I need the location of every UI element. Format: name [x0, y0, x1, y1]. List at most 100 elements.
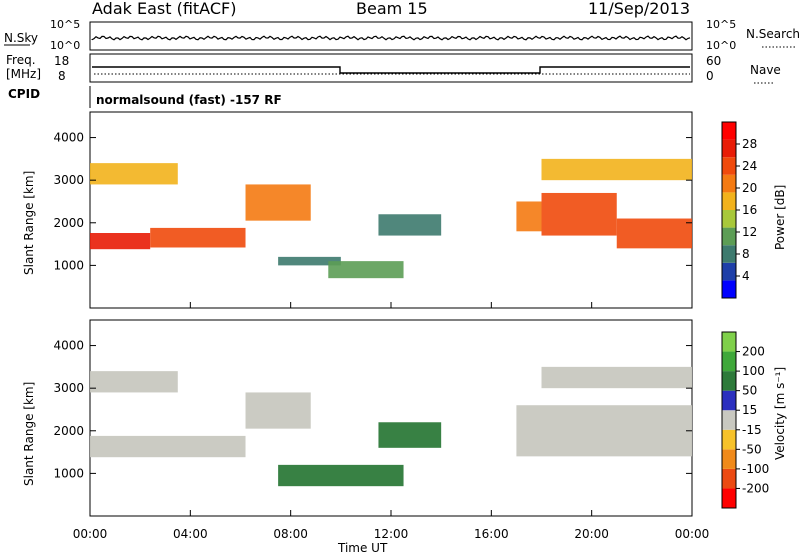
power-colorbar-ticks: 4 8 12 16 20 24 28 [736, 137, 757, 283]
time-tick-label-5: 20:00 [574, 527, 609, 541]
power-ytick-tick-label-0: 1000 [53, 258, 84, 272]
velocity-colorbar-swatch-5 [722, 390, 736, 411]
velocity-ytick-tick-label-2: 3000 [53, 381, 84, 395]
power-colorbar [721, 121, 737, 299]
time-tick-label-6: 00:00 [675, 527, 710, 541]
velocity-band-2 [90, 371, 178, 393]
power-colorbar-tick-label-6: 28 [742, 137, 757, 151]
time-tick-label-4: 16:00 [474, 527, 509, 541]
nsearch-label: N.Search [746, 27, 800, 41]
cpid-panel: CPID normalsound (fast) -157 RF [8, 86, 282, 108]
velocity-bands [90, 366, 692, 487]
velocity-colorbar-swatch-6 [722, 371, 736, 391]
power-colorbar-swatch-9 [722, 122, 736, 140]
date-label: 11/Sep/2013 [588, 0, 690, 18]
power-band-7 [516, 201, 542, 232]
time-tick-label-0: 00:00 [73, 527, 108, 541]
nsearch-tick-top: 10^5 [706, 18, 736, 31]
power-colorbar-swatch-1 [722, 262, 736, 281]
power-colorbar-swatch-2 [722, 245, 736, 263]
power-band-2 [245, 184, 311, 221]
beam-label: Beam 15 [356, 0, 428, 18]
nsky-label: N.Sky [4, 31, 38, 45]
time-tick-label-3: 12:00 [374, 527, 409, 541]
power-band-3 [90, 163, 178, 185]
power-ytick-tick-label-3: 4000 [53, 131, 84, 145]
velocity-ytick-tick-label-0: 1000 [53, 466, 84, 480]
velocity-band-3 [278, 464, 404, 487]
power-colorbar-label: Power [dB] [773, 185, 787, 250]
velocity-colorbar-tick-label-5: 50 [742, 384, 757, 398]
power-colorbar-tick-label-2: 12 [742, 225, 757, 239]
freq-tick-top: 18 [54, 54, 69, 68]
power-colorbar-swatch-8 [722, 139, 736, 158]
freq-trace [92, 66, 690, 74]
power-colorbar-tick-label-3: 16 [742, 203, 757, 217]
freq-panel: Freq. [MHz] 18 8 60 0 Nave [6, 53, 781, 84]
power-band-1 [150, 227, 246, 248]
power-band-6 [378, 214, 442, 236]
velocity-colorbar-swatch-2 [722, 449, 736, 469]
velocity-band-5 [516, 405, 692, 457]
power-ytick-tick-label-2: 3000 [53, 173, 84, 187]
power-colorbar-swatch-3 [722, 227, 736, 246]
time-tick-label-1: 04:00 [173, 527, 208, 541]
velocity-colorbar-tick-label-4: 15 [742, 403, 757, 417]
velocity-colorbar-swatch-7 [722, 351, 736, 372]
noise-panel-frame [89, 21, 693, 51]
power-band-8 [541, 192, 617, 236]
velocity-colorbar-tick-label-3: -15 [742, 423, 762, 437]
velocity-ylabel: Slant Range [km] [22, 382, 36, 486]
power-colorbar-swatch-6 [722, 174, 736, 193]
cpid-text: normalsound (fast) -157 RF [96, 93, 282, 107]
power-colorbar-swatch-4 [722, 210, 736, 228]
nsearch-tick-bottom: 10^0 [706, 39, 736, 52]
cpid-label: CPID [8, 87, 40, 101]
power-colorbar-tick-label-4: 20 [742, 181, 757, 195]
velocity-colorbar [721, 331, 737, 509]
time-tick-label-2: 08:00 [273, 527, 308, 541]
velocity-colorbar-frame [721, 331, 737, 509]
velocity-band-4 [378, 422, 442, 448]
freq-label-line2: [MHz] [6, 67, 41, 81]
velocity-colorbar-swatch-3 [722, 429, 736, 450]
power-colorbar-tick-label-5: 24 [742, 159, 757, 173]
velocity-band-1 [245, 392, 311, 429]
freq-panel-frame [89, 53, 693, 83]
noise-trace [91, 35, 691, 41]
velocity-colorbar-tick-label-0: -200 [742, 481, 769, 495]
power-ytick-tick-label-1: 2000 [53, 216, 84, 230]
power-yticks: 1000 2000 3000 4000 [53, 131, 692, 272]
velocity-colorbar-tick-label-1: -100 [742, 462, 769, 476]
power-colorbar-swatch-7 [722, 157, 736, 175]
power-colorbar-tick-label-0: 4 [742, 269, 750, 283]
velocity-colorbar-swatch-8 [722, 332, 736, 352]
nsky-tick-bottom: 10^0 [50, 39, 80, 52]
velocity-colorbar-swatch-1 [722, 468, 736, 489]
time-axis-ticks: 00:00 04:00 08:00 12:00 16:00 20:00 00:00 [73, 302, 710, 541]
power-band-4 [278, 256, 341, 266]
velocity-yticks: 1000 2000 3000 4000 [53, 339, 692, 480]
nsky-tick-top: 10^5 [50, 18, 80, 31]
noise-panel: N.Sky 10^5 10^0 10^5 10^0 N.Search [4, 18, 800, 52]
time-axis-label: Time UT [337, 541, 388, 554]
power-band-0 [90, 233, 151, 250]
power-band-5 [328, 261, 404, 279]
power-band-10 [541, 158, 692, 181]
velocity-colorbar-swatch-4 [722, 410, 736, 430]
power-bands [90, 158, 692, 279]
velocity-colorbar-tick-label-2: -50 [742, 442, 762, 456]
site-title: Adak East (fitACF) [92, 0, 236, 18]
power-panel: 1000 2000 3000 4000 Slant Range [km] 4 8 12 16… [22, 111, 787, 309]
nave-label: Nave [750, 63, 781, 77]
velocity-colorbar-label: Velocity [m s⁻¹] [773, 367, 787, 460]
power-colorbar-swatch-5 [722, 192, 736, 210]
nave-tick-top: 60 [706, 54, 721, 68]
velocity-band-0 [90, 435, 246, 458]
velocity-colorbar-tick-label-7: 200 [742, 345, 765, 359]
velocity-ytick-tick-label-3: 4000 [53, 339, 84, 353]
power-colorbar-swatch-0 [722, 280, 736, 298]
power-band-9 [616, 218, 692, 249]
